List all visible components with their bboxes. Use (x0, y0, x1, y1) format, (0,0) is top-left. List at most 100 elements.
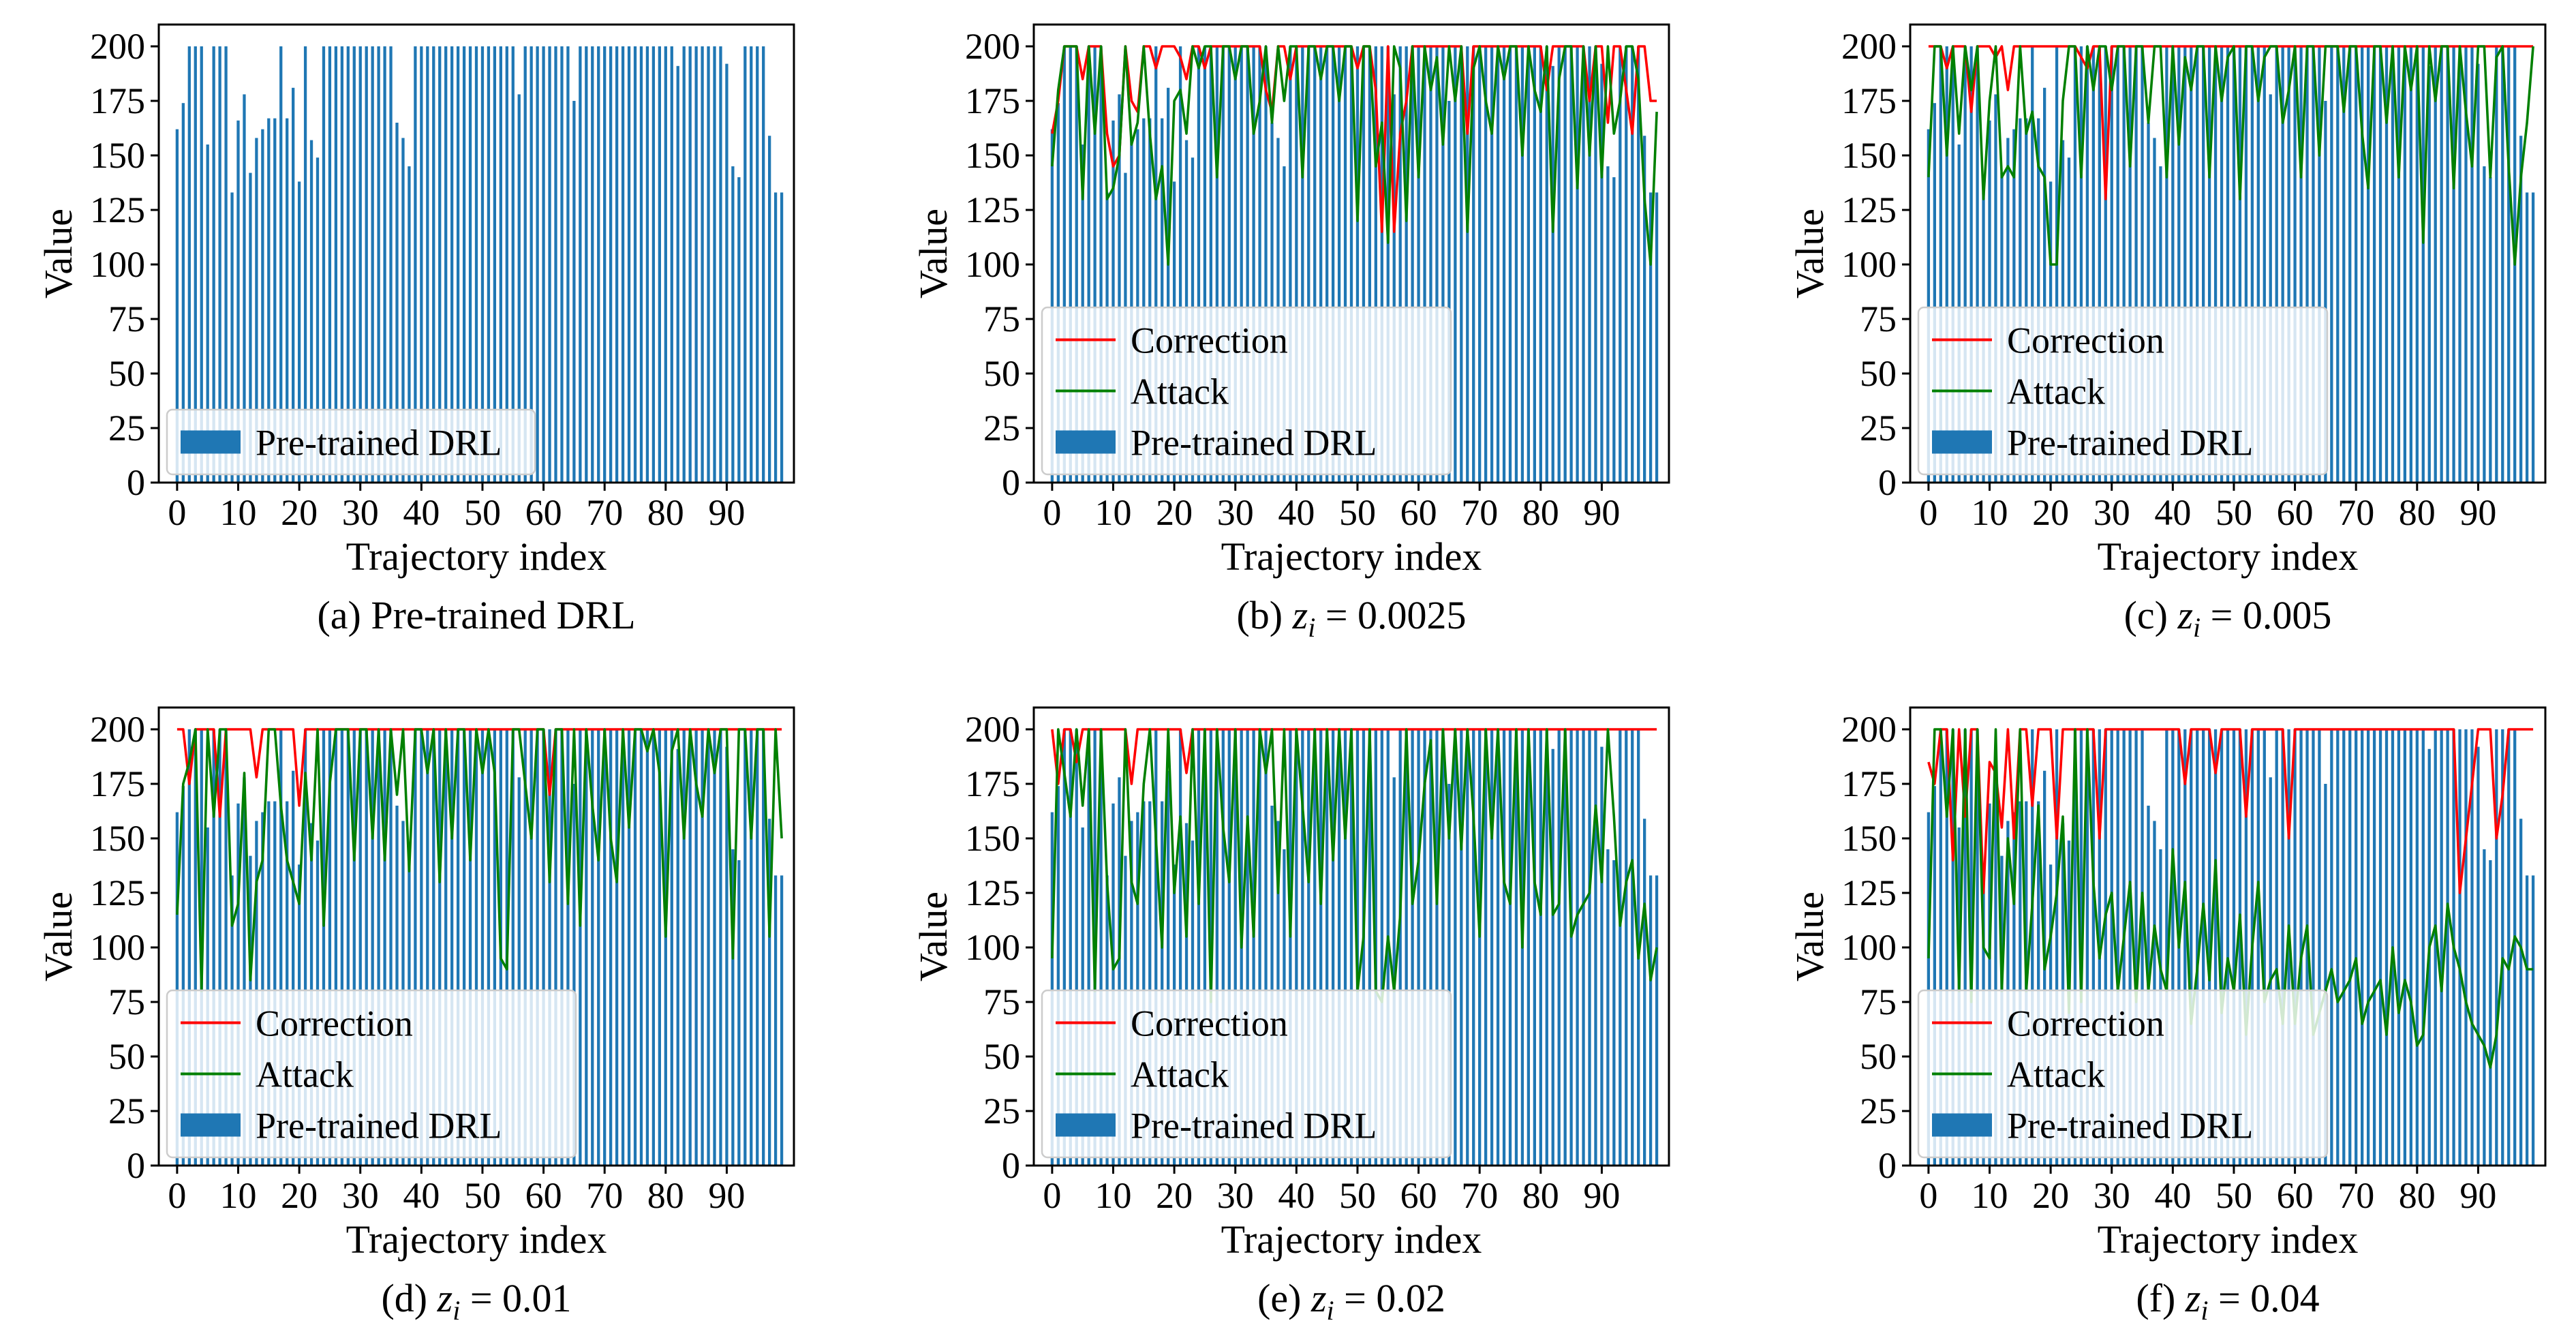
panel-c: 0 25 50 75 100 125 150 175 200 0 10 20 30 40 50 60 70 80 9… (1788, 23, 2547, 643)
caption-subscript: i (2201, 1295, 2208, 1326)
bar (1331, 46, 1335, 483)
bar (1221, 46, 1225, 483)
bar (2207, 46, 2211, 483)
bar (1386, 46, 1390, 483)
caption-variable: z (2177, 593, 2193, 637)
bar (2440, 729, 2443, 1166)
bar (2019, 801, 2022, 1166)
bar (1069, 46, 1072, 483)
panel-caption: (c) zi = 0.005 (2124, 593, 2332, 643)
attack-line (1927, 728, 2534, 1069)
bar (414, 729, 417, 1166)
bar (2318, 729, 2321, 1166)
correction-line (1051, 728, 1657, 785)
bar (1514, 729, 1518, 1166)
bar (2128, 46, 2132, 483)
bar (181, 103, 185, 483)
bar (1582, 729, 1585, 1166)
x-tick-label: 40 (403, 1175, 440, 1216)
bar (1161, 118, 1164, 483)
bar (255, 138, 258, 483)
caption-value: = 0.0025 (1315, 593, 1466, 637)
x-tick-label: 10 (220, 1175, 257, 1216)
x-tick-label: 50 (1339, 1175, 1376, 1216)
bar (1136, 129, 1139, 483)
legend-label: Correction (1131, 320, 1288, 361)
bar (1933, 786, 1936, 1166)
bar (371, 729, 374, 1166)
bar (2378, 46, 2382, 483)
legend-label: Pre-trained DRL (1131, 1106, 1377, 1146)
bar (615, 729, 619, 1166)
x-tick-label: 0 (1043, 1175, 1061, 1216)
bar (2256, 729, 2260, 1166)
bar (352, 46, 356, 483)
x-tick-label: 30 (342, 492, 379, 533)
bar (2104, 46, 2107, 483)
bar (2104, 729, 2107, 1166)
y-tick-label: 200 (1841, 26, 1897, 67)
bar (2324, 784, 2327, 1166)
bar (236, 120, 240, 483)
y-tick-label: 100 (965, 927, 1020, 968)
bar (2213, 46, 2218, 483)
y-tick-label: 150 (90, 135, 145, 176)
bar (2348, 729, 2352, 1166)
bar (2415, 46, 2419, 483)
x-axis-label: Trajectory index (1221, 1217, 1482, 1262)
panel-e: 0 25 50 75 100 125 150 175 200 0 10 20 30 40 50 60 70 80 9… (911, 706, 1670, 1326)
bar (2434, 46, 2437, 483)
correction-line (1051, 45, 1657, 233)
bar (187, 46, 191, 483)
x-tick-label: 60 (2277, 492, 2314, 533)
bar (2031, 46, 2034, 483)
bar (1405, 729, 1408, 1166)
y-tick-label: 25 (1860, 408, 1897, 448)
bar (1951, 729, 1954, 1166)
bar (1441, 46, 1445, 483)
caption-value: = 0.01 (460, 1276, 571, 1320)
y-tick-label: 125 (1841, 872, 1897, 913)
x-tick-label: 90 (2459, 1175, 2496, 1216)
x-tick-label: 20 (2032, 1175, 2069, 1216)
bar (2244, 729, 2248, 1166)
legend-label: Attack (1131, 1054, 1229, 1095)
bar (432, 729, 435, 1166)
bar (474, 729, 478, 1166)
y-axis-label: Value (36, 892, 80, 982)
bar (1594, 46, 1597, 483)
bar (212, 729, 215, 1166)
legend-swatch-bar (1932, 430, 1992, 454)
bar (493, 729, 497, 1166)
x-tick-label: 60 (525, 1175, 562, 1216)
bar (243, 94, 246, 483)
bar (585, 46, 588, 483)
bar (1563, 729, 1567, 1166)
bar (1496, 46, 1500, 483)
x-tick-label: 70 (586, 492, 623, 533)
plot-frame (1032, 23, 1670, 484)
bar (768, 819, 771, 1166)
bar (2165, 46, 2168, 483)
bar (1343, 46, 1347, 483)
bar (2141, 729, 2144, 1166)
bar (566, 729, 570, 1166)
bar (1994, 94, 1997, 483)
bar (1325, 729, 1329, 1166)
bar (750, 729, 753, 1166)
bar (1545, 729, 1548, 1166)
legend: Correction Attack Pre-trained DRL (1917, 989, 2329, 1159)
bar (444, 729, 448, 1166)
bar (1454, 729, 1457, 1166)
bar (609, 46, 613, 483)
bar (2318, 46, 2321, 483)
attack-line (176, 728, 783, 992)
bar (1258, 46, 1261, 483)
bar (676, 748, 679, 1166)
bar (322, 729, 326, 1166)
x-tick-label: 50 (1339, 492, 1376, 533)
bar (2330, 46, 2333, 483)
legend: Correction Attack Pre-trained DRL (1041, 989, 1452, 1159)
bar (707, 46, 710, 483)
bar (1056, 103, 1060, 483)
